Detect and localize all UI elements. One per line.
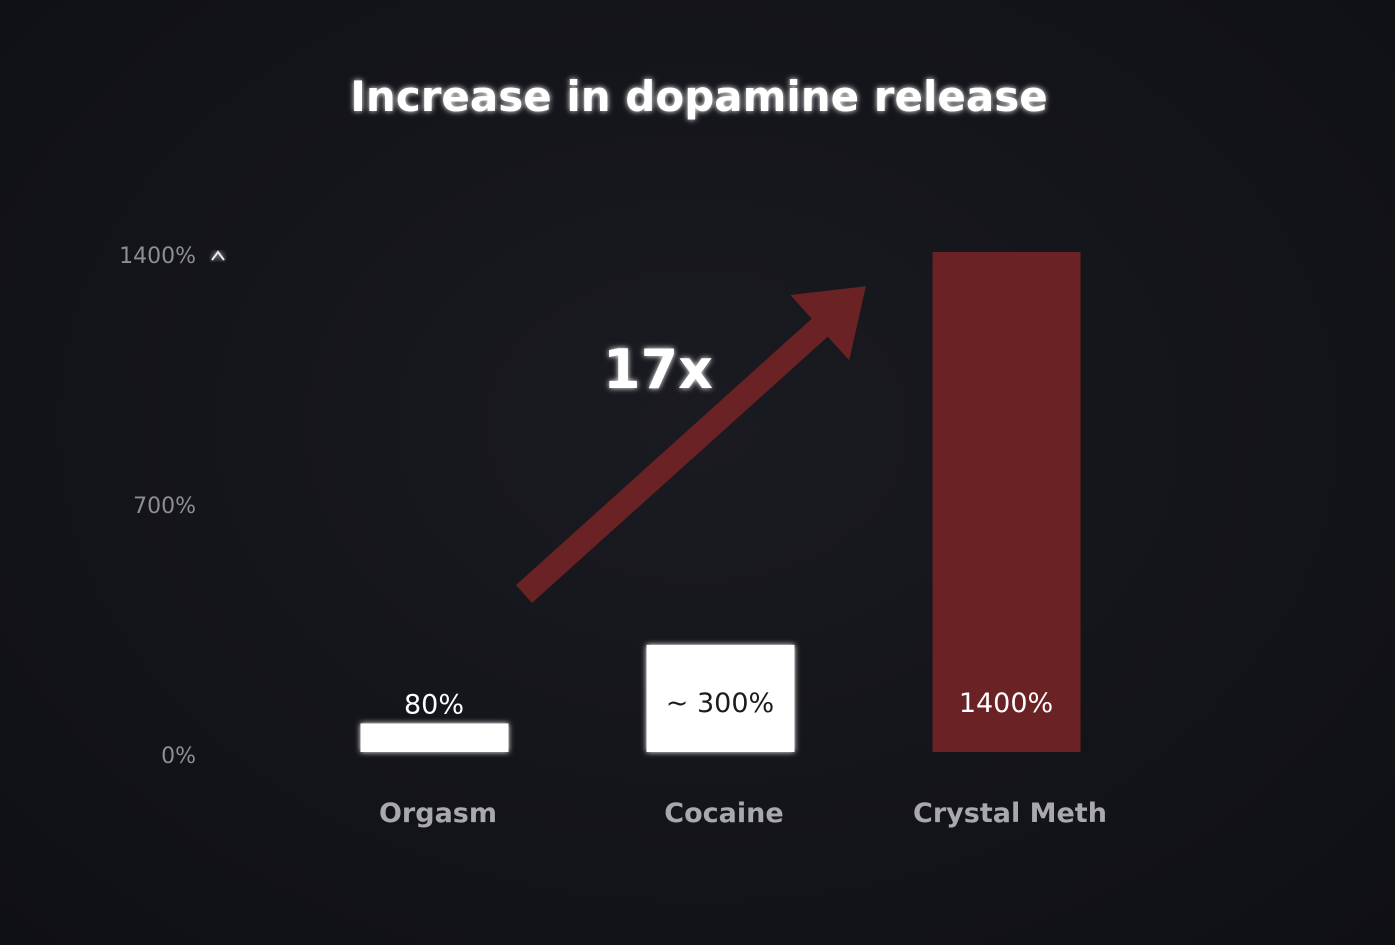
value-label: 80% xyxy=(404,689,464,720)
category-label: Cocaine xyxy=(664,798,783,829)
annotation-text: 17x xyxy=(603,338,713,401)
y-tick-label: 700% xyxy=(133,494,196,519)
labels: 80% ~ 300% 1400% Orgasm Cocaine Crystal Meth xyxy=(379,688,1107,829)
bar xyxy=(646,644,795,752)
y-axis-arrowhead xyxy=(211,250,225,261)
chart-title: Increase in dopamine release xyxy=(350,72,1047,121)
value-label: 1400% xyxy=(959,688,1053,719)
category-label: Crystal Meth xyxy=(913,798,1107,829)
y-tick-label: 0% xyxy=(161,744,196,769)
annotation-arrow xyxy=(515,286,866,603)
arrow-shape xyxy=(515,286,866,603)
bar xyxy=(360,723,509,752)
y-tick-label: 1400% xyxy=(119,244,196,269)
annotation: 17x xyxy=(515,286,866,603)
value-label: ~ 300% xyxy=(666,688,774,719)
bars xyxy=(360,252,1081,752)
bar xyxy=(932,252,1081,752)
category-label: Orgasm xyxy=(379,798,497,829)
